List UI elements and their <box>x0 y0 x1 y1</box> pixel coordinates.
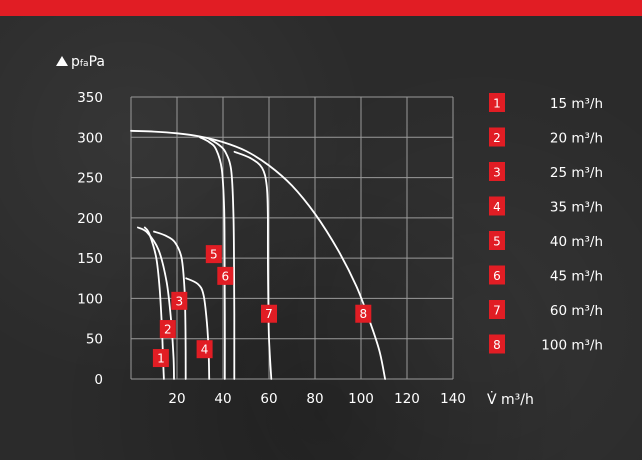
y-tick-label: 150 <box>77 251 103 267</box>
legend-item-2: 2 20 m³/h <box>489 127 603 147</box>
y-tick-label: 0 <box>94 372 103 388</box>
badge-box <box>152 349 169 368</box>
badge-number: 4 <box>201 343 209 357</box>
chart-legend: 1 15 m³/h 2 20 m³/h 3 25 m³/h 4 35 m³/h 5 40 m³/h… <box>489 93 603 354</box>
curve-line-8 <box>130 129 386 380</box>
legend-item-3: 3 25 m³/h <box>489 162 603 181</box>
x-tick-label: 40 <box>214 391 231 407</box>
legend-item-8: 8 100 m³/h <box>489 334 603 354</box>
y-axis-ticks: 0 50 100 150 200 250 300 350 <box>77 90 103 388</box>
y-axis-label-main: p <box>71 54 80 70</box>
x-tick-label: 80 <box>306 391 323 407</box>
curve-badge-3: 3 <box>171 291 188 310</box>
legend-item-4: 4 35 m³/h <box>489 196 603 216</box>
x-tick-label: 100 <box>348 391 374 407</box>
y-tick-label: 250 <box>77 171 103 187</box>
x-axis-label: V̇ m³/h <box>487 391 534 408</box>
legend-badge-number: 5 <box>493 235 501 249</box>
badge-box <box>205 245 222 264</box>
badge-box <box>159 320 176 339</box>
legend-badge-box <box>489 196 505 216</box>
curve-badge-6: 6 <box>217 266 234 285</box>
y-tick-label: 350 <box>77 90 103 106</box>
curve-badge-4: 4 <box>196 340 213 359</box>
curve-badge-8: 8 <box>355 304 372 323</box>
legend-label: 45 m³/h <box>550 269 603 285</box>
curve-badge-2: 2 <box>159 320 176 339</box>
triangle-up-icon <box>56 56 68 66</box>
y-axis-label: pfaPa <box>56 54 105 70</box>
badge-number: 1 <box>157 352 165 366</box>
legend-badge-number: 4 <box>493 200 501 214</box>
curve-line-7 <box>233 150 273 380</box>
top-accent-bar <box>0 0 642 16</box>
legend-label: 100 m³/h <box>541 338 603 354</box>
legend-label: 15 m³/h <box>550 96 603 112</box>
svg-text:pfaPa: pfaPa <box>71 54 105 70</box>
chart-curves <box>130 129 386 380</box>
y-tick-label: 50 <box>86 332 103 348</box>
legend-badge-number: 6 <box>493 269 501 283</box>
y-tick-label: 200 <box>77 211 103 227</box>
badge-box <box>217 266 234 285</box>
curve-badge-5: 5 <box>205 245 222 264</box>
legend-badge-box <box>489 93 505 112</box>
curve-line-4 <box>185 277 211 380</box>
legend-badge-box <box>489 231 505 250</box>
x-tick-label: 60 <box>260 391 277 407</box>
legend-label: 35 m³/h <box>550 200 603 216</box>
legend-badge-box <box>489 265 505 285</box>
curve-line-5 <box>199 136 226 380</box>
legend-badge-box <box>489 334 505 354</box>
y-tick-label: 100 <box>77 291 103 307</box>
legend-item-6: 6 45 m³/h <box>489 265 603 285</box>
curve-line-2 <box>137 226 175 380</box>
y-axis-label-unit: Pa <box>89 54 105 70</box>
badge-number: 5 <box>210 248 218 262</box>
legend-item-5: 5 40 m³/h <box>489 231 603 250</box>
legend-badge-number: 3 <box>493 166 501 180</box>
legend-label: 25 m³/h <box>550 165 603 181</box>
legend-badge-box <box>489 127 505 147</box>
curve-line-3 <box>153 230 187 380</box>
legend-badge-number: 2 <box>493 131 501 145</box>
chart-grid <box>130 96 454 380</box>
curve-badge-7: 7 <box>261 304 277 323</box>
curve-badges: 1 2 3 4 56 7 8 <box>152 245 372 368</box>
badge-number: 2 <box>164 323 172 337</box>
legend-label: 40 m³/h <box>550 234 603 250</box>
badge-box <box>355 304 372 323</box>
legend-item-7: 7 60 m³/h <box>489 300 603 319</box>
legend-badge-box <box>489 300 505 319</box>
legend-badge-box <box>489 162 505 181</box>
legend-label: 60 m³/h <box>550 303 603 319</box>
badge-box <box>196 340 213 359</box>
legend-badge-number: 1 <box>493 97 501 111</box>
badge-box <box>171 291 188 310</box>
badge-number: 7 <box>265 307 273 321</box>
badge-number: 6 <box>221 269 229 283</box>
x-tick-label: 140 <box>440 391 466 407</box>
legend-label: 20 m³/h <box>550 131 603 147</box>
badge-box <box>261 304 277 323</box>
curve-line-6 <box>208 138 236 380</box>
badge-number: 3 <box>175 294 183 308</box>
legend-item-1: 1 15 m³/h <box>489 93 603 112</box>
x-tick-label: 120 <box>394 391 420 407</box>
x-axis-ticks: 20 40 60 80 100 120 140 <box>168 391 465 407</box>
x-tick-label: 20 <box>168 391 185 407</box>
y-axis-label-sub: fa <box>80 59 89 69</box>
legend-badge-number: 8 <box>493 338 501 352</box>
legend-badge-number: 7 <box>493 304 501 318</box>
curve-badge-1: 1 <box>152 349 169 368</box>
badge-number: 8 <box>359 307 367 321</box>
y-tick-label: 300 <box>77 130 103 146</box>
